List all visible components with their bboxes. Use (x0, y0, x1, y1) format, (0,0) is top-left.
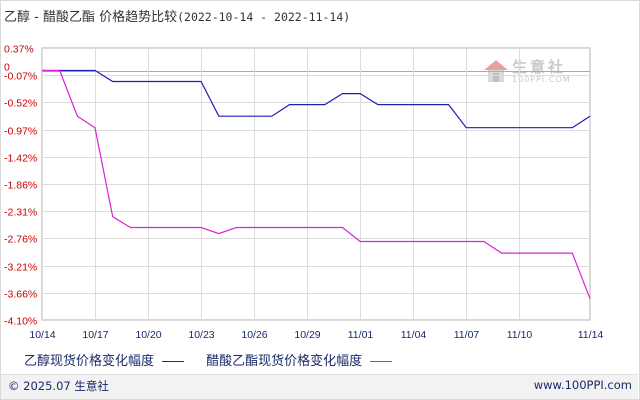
series-line-2 (42, 69, 591, 299)
series-line-1 (42, 69, 591, 129)
y-tick-label: -4.10% (4, 316, 37, 328)
legend-label-series-2: 醋酸乙酯现货价格变化幅度 (206, 354, 363, 369)
x-tick-label: 10/29 (294, 329, 320, 341)
chart-title: 乙醇 - 醋酸乙酯 价格趋势比较(2022-10-14 - 2022-11-14… (4, 6, 350, 25)
x-tick-label: 10/14 (29, 329, 55, 341)
x-tick-label: 11/10 (507, 329, 533, 341)
y-tick-label: -1.42% (4, 153, 37, 165)
chart-title-text: 乙醇 - 醋酸乙酯 价格趋势比较 (4, 10, 178, 25)
footer-bar (1, 374, 638, 399)
x-tick-label: 11/01 (348, 329, 374, 341)
y-tick-label: -0.07% (4, 71, 37, 83)
grid-lines (41, 47, 591, 321)
y-tick-label: 0.37% (4, 44, 34, 56)
y-tick-label: -2.76% (4, 234, 37, 246)
y-tick-label: -0.52% (4, 98, 37, 110)
y-tick-label: -3.21% (4, 262, 37, 274)
y-axis-ticks: 0.37% -0.07% -0.52% -0.97% -1.42% -1.86% -2.31… (4, 44, 37, 328)
legend-label-series-1: 乙醇现货价格变化幅度 (24, 354, 155, 369)
x-tick-label: 11/14 (578, 329, 604, 341)
x-tick-label: 10/23 (188, 329, 214, 341)
zero-marker: 0 (4, 62, 10, 74)
x-tick-label: 10/20 (135, 329, 161, 341)
y-tick-label: -1.86% (4, 180, 37, 192)
legend-item-series-1: 乙醇现货价格变化幅度 (24, 350, 185, 369)
legend-swatch-series-1 (162, 361, 185, 362)
x-tick-label: 11/07 (454, 329, 480, 341)
x-tick-label: 10/17 (82, 329, 108, 341)
y-tick-label: -0.97% (4, 126, 37, 138)
x-axis-ticks: 10/14 10/17 10/20 10/23 10/26 10/29 11/01 11/04… (29, 329, 603, 341)
chart-date-range: (2022-10-14 - 2022-11-14) (177, 10, 351, 24)
legend-item-series-2: 醋酸乙酯现货价格变化幅度 (206, 350, 393, 369)
x-tick-label: 10/26 (241, 329, 267, 341)
y-tick-label: -2.31% (4, 207, 37, 219)
y-tick-label: -3.66% (4, 289, 37, 301)
x-tick-label: 11/04 (401, 329, 427, 341)
legend-swatch-series-2 (370, 361, 393, 362)
series-lines (42, 69, 591, 299)
watermark-url: 100PPI.COM (512, 75, 571, 84)
footer-source-link[interactable]: www.100PPI.com (533, 378, 632, 392)
legend: 乙醇现货价格变化幅度 醋酸乙酯现货价格变化幅度 (24, 350, 410, 369)
footer-copyright: © 2025.07 生意社 (8, 379, 109, 393)
